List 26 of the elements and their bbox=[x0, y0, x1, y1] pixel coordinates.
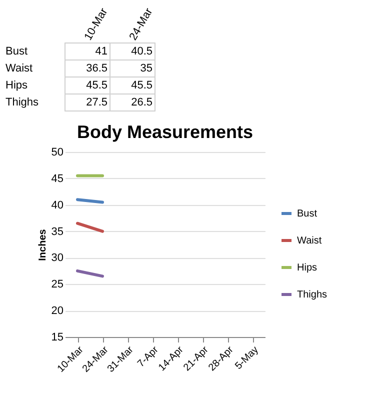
data-label: 27.5 bbox=[86, 96, 108, 108]
y-tick-label: Waist bbox=[6, 62, 33, 74]
y-tick-label: Hips bbox=[6, 80, 28, 92]
chart-title: Body Measurements bbox=[76, 122, 254, 142]
y-tick-label: 50 bbox=[51, 146, 64, 158]
y-tick-label: Bust bbox=[6, 46, 28, 58]
y-tick-label: 40 bbox=[51, 199, 64, 212]
y-tick-label: 45 bbox=[51, 172, 64, 185]
data-label: 35 bbox=[140, 62, 152, 74]
y-tick-label: 25 bbox=[51, 278, 64, 291]
y-tick-label: 15 bbox=[51, 332, 64, 344]
data-label: 26.5 bbox=[131, 96, 152, 108]
y-tick-label: 20 bbox=[51, 305, 64, 318]
y-tick-label: 35 bbox=[51, 226, 64, 238]
data-label: 40.5 bbox=[131, 46, 152, 58]
data-label: 45.5 bbox=[131, 80, 152, 92]
data-label: 41 bbox=[95, 46, 108, 58]
legend-label: Bust bbox=[297, 208, 318, 220]
legend-label: Thighs bbox=[297, 290, 328, 300]
y-tick-label: Thighs bbox=[6, 96, 40, 108]
legend-label: Waist bbox=[297, 236, 322, 246]
y-tick-label: 30 bbox=[51, 252, 64, 264]
data-label: 45.5 bbox=[86, 80, 108, 92]
y-axis-title: Inches bbox=[37, 228, 48, 261]
legend-label: Hips bbox=[297, 262, 318, 274]
data-label: 36.5 bbox=[86, 62, 108, 74]
